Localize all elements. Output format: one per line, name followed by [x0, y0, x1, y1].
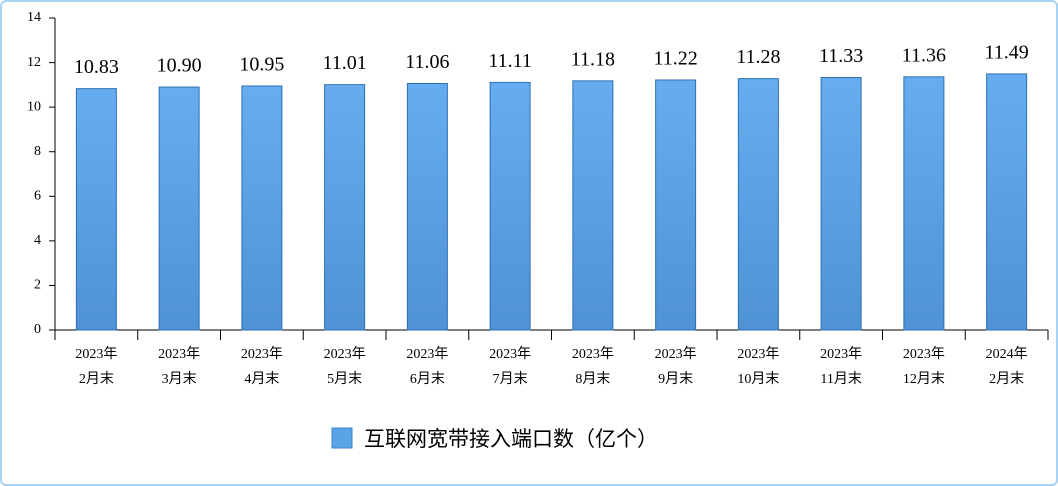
x-tick-label: 2023年 6月末: [406, 347, 449, 387]
value-label: 11.06: [405, 51, 449, 73]
x-tick-label: 2023年 8月末: [571, 347, 614, 387]
bar: [489, 81, 531, 331]
legend-label: 互联网宽带接入端口数（亿个）: [364, 427, 658, 451]
x-tick-label: 2023年 7月末: [489, 347, 532, 387]
bar: [241, 85, 283, 331]
bar: [158, 86, 200, 331]
bar: [820, 77, 862, 331]
x-tick-label: 2023年 2月末: [75, 347, 118, 387]
value-label: 10.83: [74, 56, 119, 78]
legend-swatch: [331, 427, 353, 449]
x-tick-label: 2023年 10月末: [737, 347, 780, 387]
bar: [324, 84, 366, 331]
x-tick-label: 2023年 11月末: [820, 347, 863, 387]
value-label: 11.22: [653, 48, 697, 70]
x-tick-label: 2023年 9月末: [654, 347, 697, 387]
value-label: 11.49: [984, 42, 1028, 64]
value-label: 10.95: [239, 54, 284, 76]
value-label: 11.36: [902, 44, 946, 66]
y-tick-label: 12: [27, 55, 41, 70]
bar: [903, 76, 945, 331]
value-label: 11.01: [322, 52, 366, 74]
bar: [655, 79, 697, 331]
x-tick-label: 2023年 4月末: [240, 347, 283, 387]
value-label: 11.28: [736, 46, 780, 68]
x-tick-label: 2023年 12月末: [902, 347, 945, 387]
x-tick-label: 2023年 3月末: [158, 347, 201, 387]
y-tick-label: 14: [27, 10, 41, 25]
bar: [406, 83, 448, 331]
y-tick-label: 0: [34, 322, 41, 337]
y-tick-label: 4: [34, 233, 41, 248]
bar: [75, 88, 117, 331]
y-tick-label: 6: [34, 189, 41, 204]
x-tick-label: 2023年 5月末: [323, 347, 366, 387]
bar: [986, 73, 1028, 331]
y-tick-label: 2: [34, 278, 41, 293]
bar: [737, 78, 779, 331]
value-label: 11.11: [488, 50, 532, 72]
value-label: 10.90: [157, 55, 202, 77]
value-label: 11.18: [571, 48, 615, 70]
y-tick-label: 8: [34, 144, 41, 159]
bar: [572, 80, 614, 331]
x-tick-label: 2024年 2月末: [985, 347, 1028, 387]
y-tick-label: 10: [27, 99, 41, 114]
value-label: 11.33: [819, 45, 863, 67]
